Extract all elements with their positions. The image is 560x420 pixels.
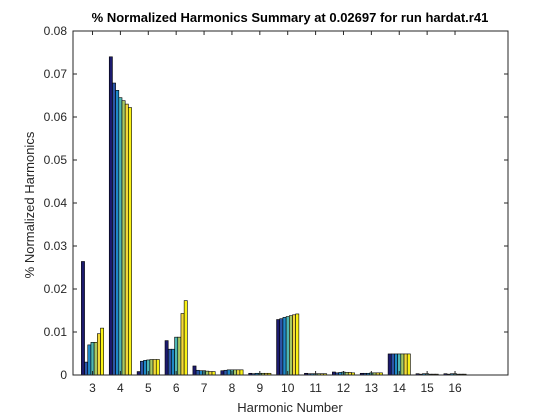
x-tick-label: 9	[256, 381, 263, 395]
x-tick-label: 5	[145, 381, 152, 395]
y-tick-label: 0.05	[44, 153, 68, 167]
bar-h14-s7	[406, 353, 411, 376]
y-axis-label: % Normalized Harmonics	[22, 131, 37, 278]
x-tick-label: 15	[420, 381, 434, 395]
x-tick-label: 4	[117, 381, 124, 395]
bar-h10-s2	[279, 318, 284, 376]
bar-h8-s3	[226, 369, 231, 376]
bar-h4-s7	[128, 107, 132, 376]
bar-h14-s2	[390, 353, 395, 376]
bar-h3-s1	[81, 261, 85, 376]
y-tick-label: 0.02	[44, 282, 68, 296]
bar-h5-s6	[152, 359, 157, 376]
bar-h7-s5	[205, 370, 210, 376]
y-tick-label: 0.06	[44, 110, 68, 124]
bar-h4-s3	[115, 90, 120, 376]
bar-h5-s1	[136, 371, 141, 376]
bar-h8-s6	[236, 369, 241, 376]
x-tick-label: 16	[448, 381, 462, 395]
bar-h4-s6	[124, 103, 129, 376]
x-axis-label: Harmonic Number	[237, 400, 343, 415]
y-tick-label: 0	[60, 368, 67, 382]
axes-group	[72, 30, 509, 376]
x-tick-label: 6	[173, 381, 180, 395]
bar-h6-s5	[177, 336, 182, 376]
bar-h3-s4	[90, 342, 95, 376]
bar-h5-s7	[155, 359, 160, 376]
bar-h10-s4	[285, 316, 290, 376]
bar-h4-s4	[118, 97, 123, 376]
bar-h7-s7	[211, 371, 216, 376]
bar-h5-s2	[140, 360, 144, 376]
y-tick-label: 0.08	[44, 24, 68, 38]
bar-h10-s7	[295, 313, 300, 376]
bar-h10-s3	[282, 317, 287, 376]
bar-h3-s5	[93, 342, 98, 376]
bar-h6-s7	[183, 300, 188, 376]
bar-h4-s1	[108, 56, 113, 376]
bar-h14-s1	[387, 353, 392, 376]
bar-h7-s6	[208, 371, 213, 376]
x-tick-label: 14	[393, 381, 407, 395]
bar-h3-s3	[87, 344, 92, 376]
x-tick-label: 13	[365, 381, 379, 395]
bar-h6-s3	[171, 348, 175, 376]
bar-h7-s2	[195, 369, 200, 376]
y-tick-label: 0.04	[44, 196, 68, 210]
bar-h4-s5	[121, 100, 126, 376]
bar-h8-s1	[220, 370, 225, 376]
bar-h7-s3	[198, 370, 203, 376]
bar-h7-s1	[192, 365, 197, 376]
y-tick-label: 0.01	[44, 325, 68, 339]
bar-h6-s4	[174, 336, 179, 376]
tick-labels-group: 0 0.01 0.02 0.03 0.04 0.05 0.06 0.07 0.08 3 4 5 6 7 8 9…	[44, 24, 462, 395]
bar-h4-s2	[112, 82, 116, 376]
bar-h10-s6	[292, 314, 296, 376]
bar-h3-s6	[97, 333, 101, 376]
x-tick-label: 8	[229, 381, 236, 395]
bar-h8-s7	[239, 369, 244, 376]
bar-h6-s2	[167, 348, 172, 376]
x-tick-label: 12	[337, 381, 351, 395]
bar-h10-s5	[288, 315, 293, 376]
bar-h6-s6	[180, 313, 185, 376]
bar-h10-s1	[276, 319, 281, 376]
x-tick-label: 10	[281, 381, 295, 395]
bar-h3-s7	[100, 327, 104, 376]
x-tick-label: 11	[309, 381, 322, 395]
chart-title: % Normalized Harmonics Summary at 0.0269…	[92, 10, 489, 25]
bar-h8-s2	[223, 369, 228, 376]
bar-h14-s3	[394, 353, 398, 376]
x-tick-label: 3	[89, 381, 96, 395]
bar-h5-s3	[143, 360, 147, 376]
bar-h3-s2	[84, 361, 89, 376]
bar-h14-s6	[403, 353, 408, 376]
bar-h14-s5	[400, 353, 405, 376]
y-tick-label: 0.03	[44, 239, 68, 253]
bar-h5-s5	[149, 359, 154, 376]
x-tick-label: 7	[201, 381, 208, 395]
bar-h6-s1	[164, 340, 169, 376]
bar-h8-s5	[233, 369, 238, 376]
y-tick-label: 0.07	[44, 67, 68, 81]
